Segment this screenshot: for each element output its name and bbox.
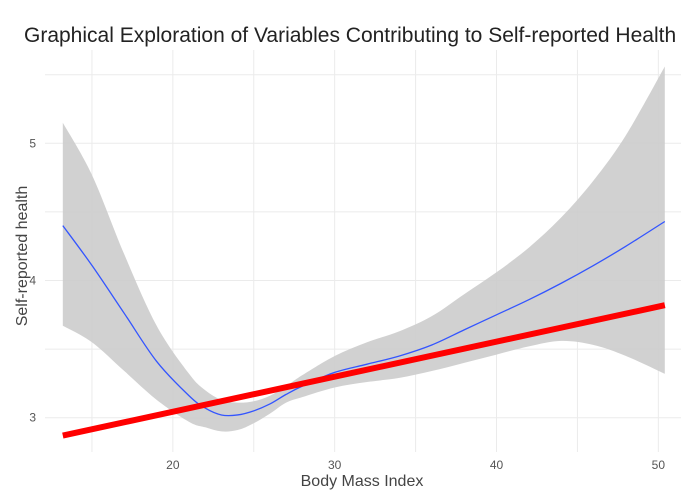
x-tick-label: 30 [328,458,342,472]
series-layer [62,220,666,439]
chart-title: Graphical Exploration of Variables Contr… [24,24,676,47]
y-axis-title: Self-reported health [14,186,31,327]
grid [45,50,681,452]
linear-fit-line [62,302,666,439]
y-tick-label: 3 [29,411,36,425]
x-tick-label: 40 [490,458,504,472]
confidence-band [62,66,665,432]
confidence-band-layer [62,66,665,432]
x-axis-title: Body Mass Index [301,473,424,490]
tick-labels: 20 30 40 50 3 4 5 [29,136,665,472]
y-tick-label: 5 [29,136,36,150]
y-tick-label: 4 [29,273,36,287]
x-tick-label: 50 [652,458,666,472]
x-tick-label: 20 [166,458,180,472]
